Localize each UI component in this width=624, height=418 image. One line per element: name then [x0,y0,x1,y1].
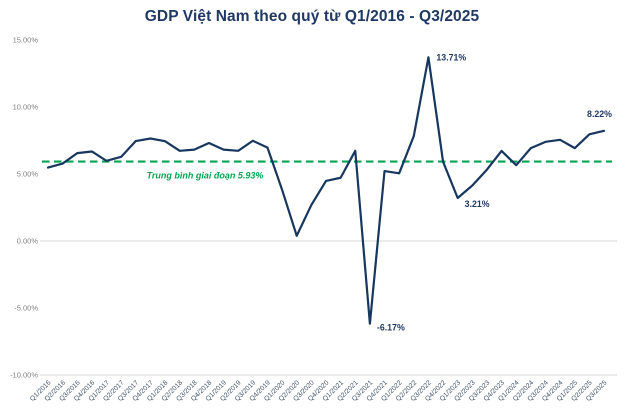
y-tick-label: 5.00% [17,170,39,179]
data-label: 3.21% [465,199,490,209]
y-tick-label: 10.00% [13,103,39,112]
data-label: 13.71% [436,52,466,62]
data-label: -6.17% [377,323,405,333]
gdp-line [46,56,606,325]
chart-title: GDP Việt Nam theo quý từ Q1/2016 - Q3/20… [144,8,480,25]
y-tick-label: -10.00% [10,371,38,380]
y-tick-label: 0.00% [17,237,39,246]
y-tick-label: -5.00% [14,304,38,313]
data-label: 8.22% [587,109,612,119]
y-tick-label: 15.00% [13,36,39,45]
average-line-label: Trung bình giai đoạn 5.93% [147,171,264,181]
